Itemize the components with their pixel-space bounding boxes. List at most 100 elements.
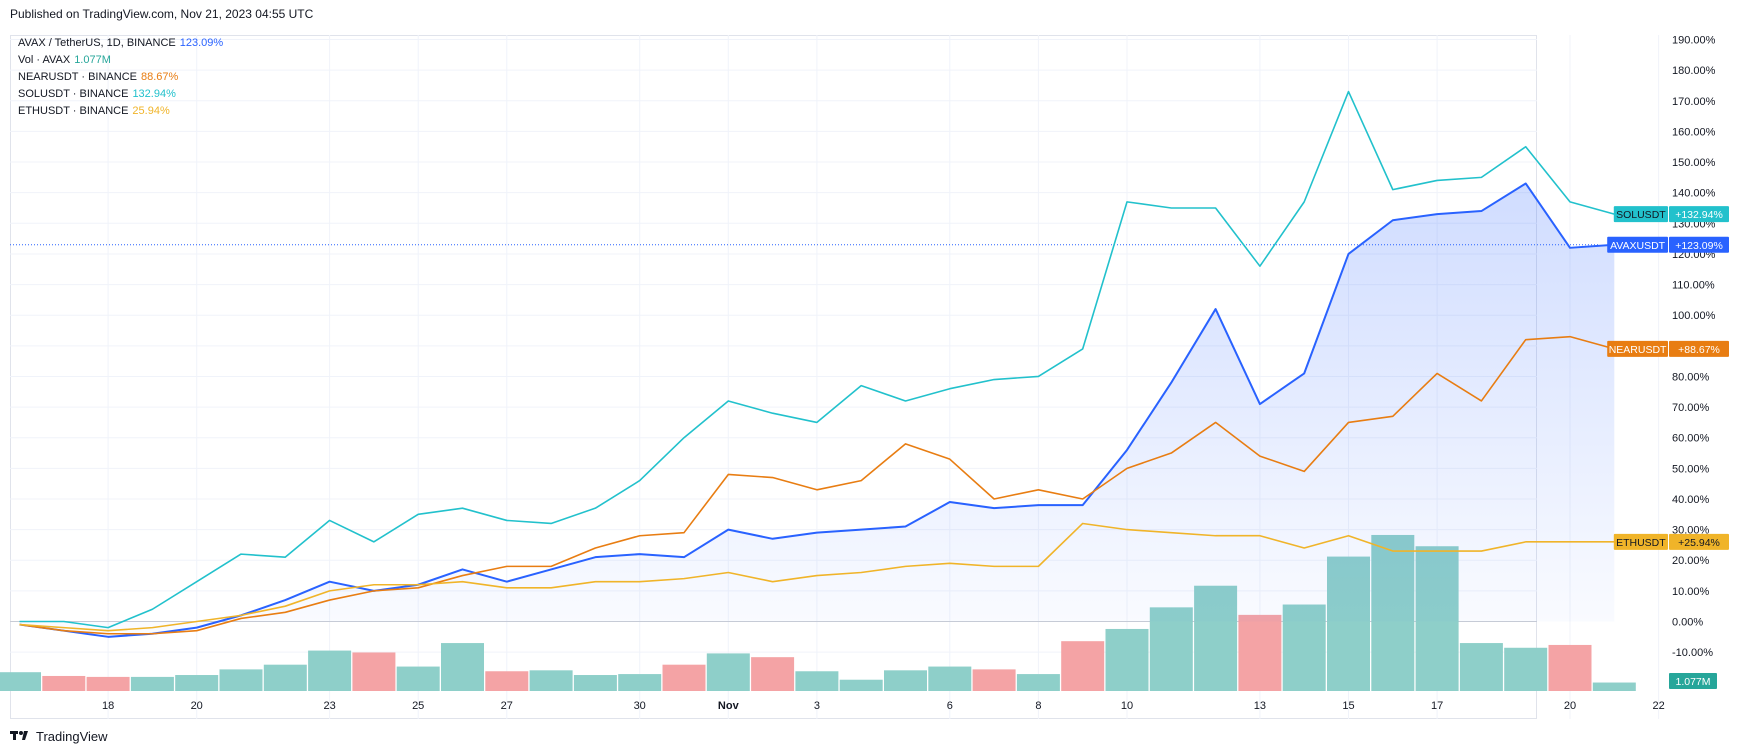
- series-lines: [19, 90, 1618, 638]
- tag-name-bg-nearusdt: [1607, 340, 1668, 357]
- tag-volume-value: 1.077M: [1675, 676, 1710, 688]
- volume-bar: [1105, 628, 1149, 691]
- y-tick-label: 30.00%: [1672, 525, 1710, 537]
- volume-bar: [1459, 643, 1503, 691]
- series-line-avaxusdt: [19, 182, 1615, 638]
- legend-volume-label: Vol · AVAX: [18, 54, 71, 66]
- tag-name-solusdt: SOLUSDT: [1616, 209, 1666, 221]
- volume-bar: [1016, 674, 1060, 691]
- legend-eth-value: 25.94%: [132, 105, 170, 117]
- volume-bar: [529, 670, 573, 691]
- volume-bar: [175, 675, 219, 691]
- y-tick-label: -10.00%: [1672, 647, 1713, 659]
- x-tick-label: 17: [1431, 700, 1443, 712]
- volume-bar: [1548, 644, 1592, 691]
- volume-bar: [396, 666, 440, 691]
- volume-bar: [263, 664, 307, 691]
- tag-value-bg-ethusdt: [1669, 533, 1729, 550]
- volume-bar: [1238, 614, 1282, 691]
- x-tick-label: 10: [1121, 700, 1133, 712]
- y-tick-label: 10.00%: [1672, 586, 1710, 598]
- y-tick-label: 150.00%: [1672, 157, 1716, 169]
- volume-bar: [662, 664, 706, 691]
- published-header: Published on TradingView.com, Nov 21, 20…: [10, 7, 314, 21]
- volume-bar: [0, 672, 41, 691]
- x-tick-label: 25: [412, 700, 424, 712]
- x-tick-label: 13: [1254, 700, 1266, 712]
- volume-bar: [795, 671, 839, 691]
- volume-bars: [0, 534, 1636, 691]
- x-tick-label: 30: [634, 700, 646, 712]
- x-tick-label: 18: [102, 700, 114, 712]
- x-tick-label: 22: [1652, 700, 1664, 712]
- x-tick-label: 8: [1035, 700, 1041, 712]
- series-line-solusdt: [19, 90, 1615, 629]
- legend-eth[interactable]: ETHUSDT · BINANCE 25.94%: [18, 103, 223, 120]
- legend-avax-value: 123.09%: [179, 37, 224, 49]
- tag-name-bg-ethusdt: [1613, 533, 1668, 550]
- y-tick-label: 190.00%: [1672, 35, 1716, 47]
- tag-value-bg-avaxusdt: [1669, 236, 1729, 253]
- volume-bar: [308, 650, 352, 691]
- legend-volume[interactable]: Vol · AVAX 1.077M: [18, 52, 223, 69]
- legend-avax-label: AVAX / TetherUS, 1D, BINANCE: [18, 37, 176, 49]
- tradingview-logo-icon: [10, 729, 32, 744]
- y-tick-label: 140.00%: [1672, 188, 1716, 200]
- volume-bar: [352, 652, 396, 691]
- volume-bar: [1592, 682, 1636, 691]
- volume-bar: [485, 671, 529, 691]
- volume-bar: [1061, 641, 1105, 691]
- volume-bar: [86, 676, 130, 691]
- y-tick-label: 170.00%: [1672, 96, 1716, 108]
- y-tick-label: 50.00%: [1672, 463, 1710, 475]
- tag-name-bg-avaxusdt: [1607, 236, 1668, 253]
- volume-bar: [1504, 647, 1548, 691]
- tag-value-solusdt: +132.94%: [1675, 209, 1723, 221]
- x-tick-label: 3: [814, 700, 820, 712]
- legend-near-value: 88.67%: [140, 71, 179, 83]
- x-tick-label: 20: [1564, 700, 1576, 712]
- y-tick-label: 180.00%: [1672, 65, 1716, 77]
- volume-bar: [618, 674, 662, 691]
- y-tick-label: 70.00%: [1672, 402, 1710, 414]
- volume-bar: [130, 676, 174, 691]
- volume-bar: [884, 670, 927, 691]
- y-tick-label: 110.00%: [1672, 280, 1715, 292]
- x-axis[interactable]: 18 20 23 25 27 30 Nov 3 6 8 10 13 15 17 20 22: [102, 700, 1665, 712]
- tag-name-avaxusdt: AVAXUSDT: [1610, 240, 1666, 252]
- x-tick-label: 27: [501, 700, 513, 712]
- tag-value-bg-solusdt: [1669, 206, 1729, 223]
- volume-bar: [706, 653, 750, 691]
- x-tick-label: 15: [1342, 700, 1354, 712]
- legend-near[interactable]: NEARUSDT · BINANCE 88.67%: [18, 69, 223, 86]
- volume-bar: [441, 643, 484, 691]
- x-tick-label: 6: [947, 700, 953, 712]
- volume-bar: [751, 657, 795, 691]
- y-tick-label: 0.00%: [1672, 617, 1703, 629]
- series-line-ethusdt: [19, 522, 1615, 632]
- volume-bar: [42, 675, 86, 691]
- legend-sol-value: 132.94%: [132, 88, 176, 100]
- volume-bar: [219, 669, 263, 691]
- y-axis[interactable]: -10.00% 0.00% 10.00% 20.00% 30.00% 40.00% 50.0…: [1672, 35, 1716, 660]
- volume-bar: [573, 675, 617, 691]
- volume-bar: [928, 666, 972, 691]
- tag-volume-bg: [1669, 673, 1717, 689]
- legend-avax[interactable]: AVAX / TetherUS, 1D, BINANCE 123.09%: [18, 35, 223, 52]
- footer[interactable]: TradingView: [10, 729, 108, 744]
- y-tick-label: 80.00%: [1672, 371, 1710, 383]
- price-tags: SOLUSDT +132.94% AVAXUSDT +123.09% NEARUSDT +…: [1607, 206, 1729, 689]
- x-tick-label: Nov: [718, 700, 740, 712]
- y-tick-label: 100.00%: [1672, 310, 1716, 322]
- x-tick-label: 23: [323, 700, 335, 712]
- tag-name-nearusdt: NEARUSDT: [1609, 344, 1667, 356]
- legend-volume-value: 1.077M: [74, 54, 111, 66]
- y-tick-label: 160.00%: [1672, 126, 1716, 138]
- tag-value-avaxusdt: +123.09%: [1675, 240, 1723, 252]
- footer-brand: TradingView: [36, 729, 108, 744]
- legend-eth-label: ETHUSDT · BINANCE: [18, 105, 129, 117]
- y-tick-label: 60.00%: [1672, 433, 1710, 445]
- legend-sol[interactable]: SOLUSDT · BINANCE 132.94%: [18, 86, 223, 103]
- legend: AVAX / TetherUS, 1D, BINANCE 123.09% Vol …: [18, 35, 223, 120]
